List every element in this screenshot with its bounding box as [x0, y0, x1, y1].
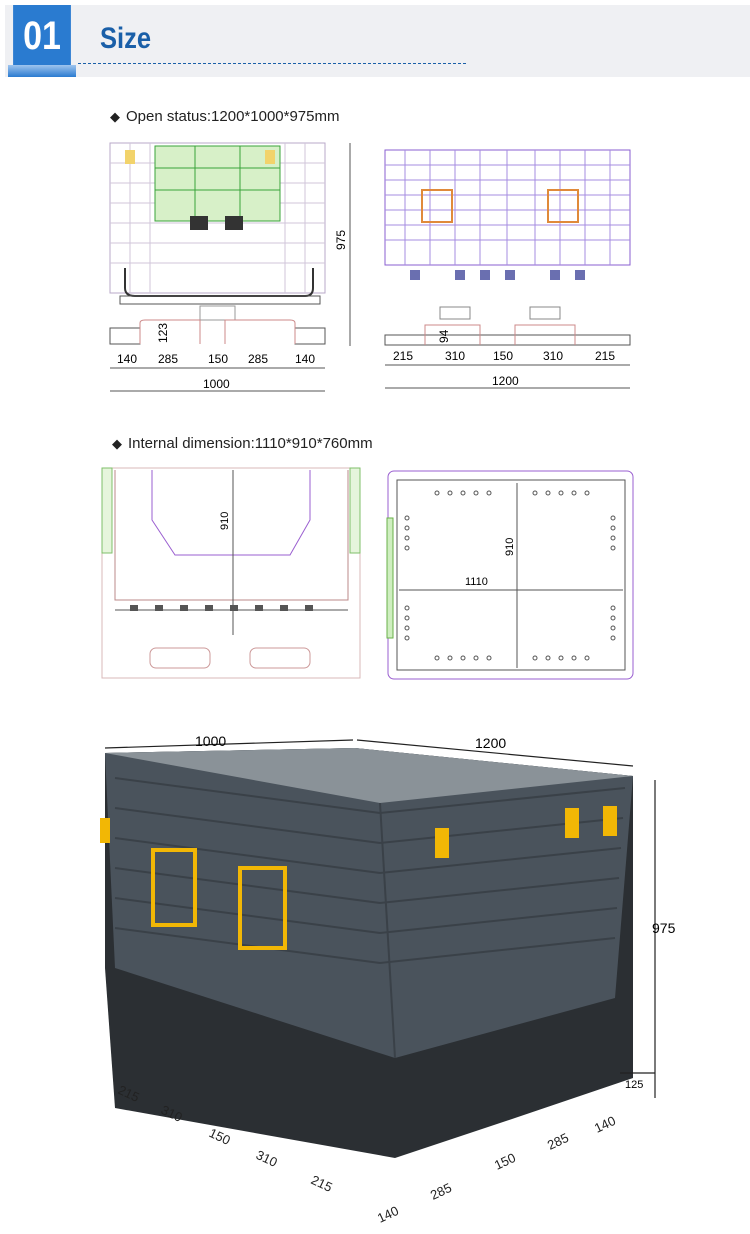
diamond-icon: ◆	[110, 109, 120, 124]
handle-icon	[151, 848, 287, 950]
width-dim: 150	[493, 349, 513, 363]
base-dim: 140	[375, 1203, 401, 1226]
open-status-text: Open status:1200*1000*975mm	[126, 108, 340, 125]
total-width-dim: 1200	[492, 374, 519, 388]
photo-foot-dim: 125	[625, 1079, 643, 1091]
base-dim: 140	[592, 1113, 618, 1136]
width-dim: 215	[393, 349, 413, 363]
base-dim: 285	[545, 1130, 571, 1153]
internal-dimension-text: Internal dimension:1110*910*760mm	[128, 435, 373, 452]
open-side-drawing: 123 975 140 285 150 285 140 1000	[109, 142, 351, 392]
width-dim: 285	[248, 352, 268, 366]
internal-side-drawing: 910	[101, 467, 361, 679]
base-dim: 150	[492, 1150, 518, 1173]
height-dim: 975	[334, 230, 348, 250]
base-dim: 285	[428, 1180, 454, 1203]
width-dim: 310	[543, 349, 563, 363]
base-dim: 150	[207, 1125, 233, 1148]
foot-height-dim: 123	[156, 323, 170, 343]
width-dim: 140	[117, 352, 137, 366]
length-dim: 1110	[465, 576, 488, 588]
depth-dim: 910	[219, 512, 231, 530]
photo-height-dim: 975	[652, 920, 676, 936]
width-dim: 215	[595, 349, 615, 363]
photo-width-dim: 1000	[195, 733, 226, 749]
diamond-icon: ◆	[112, 436, 122, 451]
internal-top-drawing: 910 1110	[386, 470, 634, 680]
foot-height-dim: 94	[437, 329, 451, 343]
total-width-dim: 1000	[203, 377, 230, 391]
base-dim: 215	[309, 1172, 335, 1195]
width-dim: 150	[208, 352, 228, 366]
open-status-label: ◆ Open status:1200*1000*975mm	[110, 108, 339, 125]
width-dim: 140	[295, 352, 315, 366]
photo-length-dim: 1200	[475, 735, 506, 751]
section-header	[5, 5, 750, 77]
section-number: 01	[13, 5, 71, 65]
header-divider	[78, 63, 466, 64]
section-number-shadow	[8, 65, 76, 77]
width-dim: 310	[445, 349, 465, 363]
internal-dimension-label: ◆ Internal dimension:1110*910*760mm	[112, 435, 373, 452]
base-dim: 310	[254, 1147, 280, 1170]
width-dim: 285	[158, 352, 178, 366]
crate-walls	[105, 748, 633, 1058]
section-title: Size	[100, 22, 152, 55]
depth-dim: 910	[504, 538, 516, 556]
open-front-drawing: 94 215 310 150 310 215 1200	[384, 149, 631, 389]
product-photo: 1000 1200 975 125 215 310 150 310 215 14…	[100, 733, 676, 1226]
